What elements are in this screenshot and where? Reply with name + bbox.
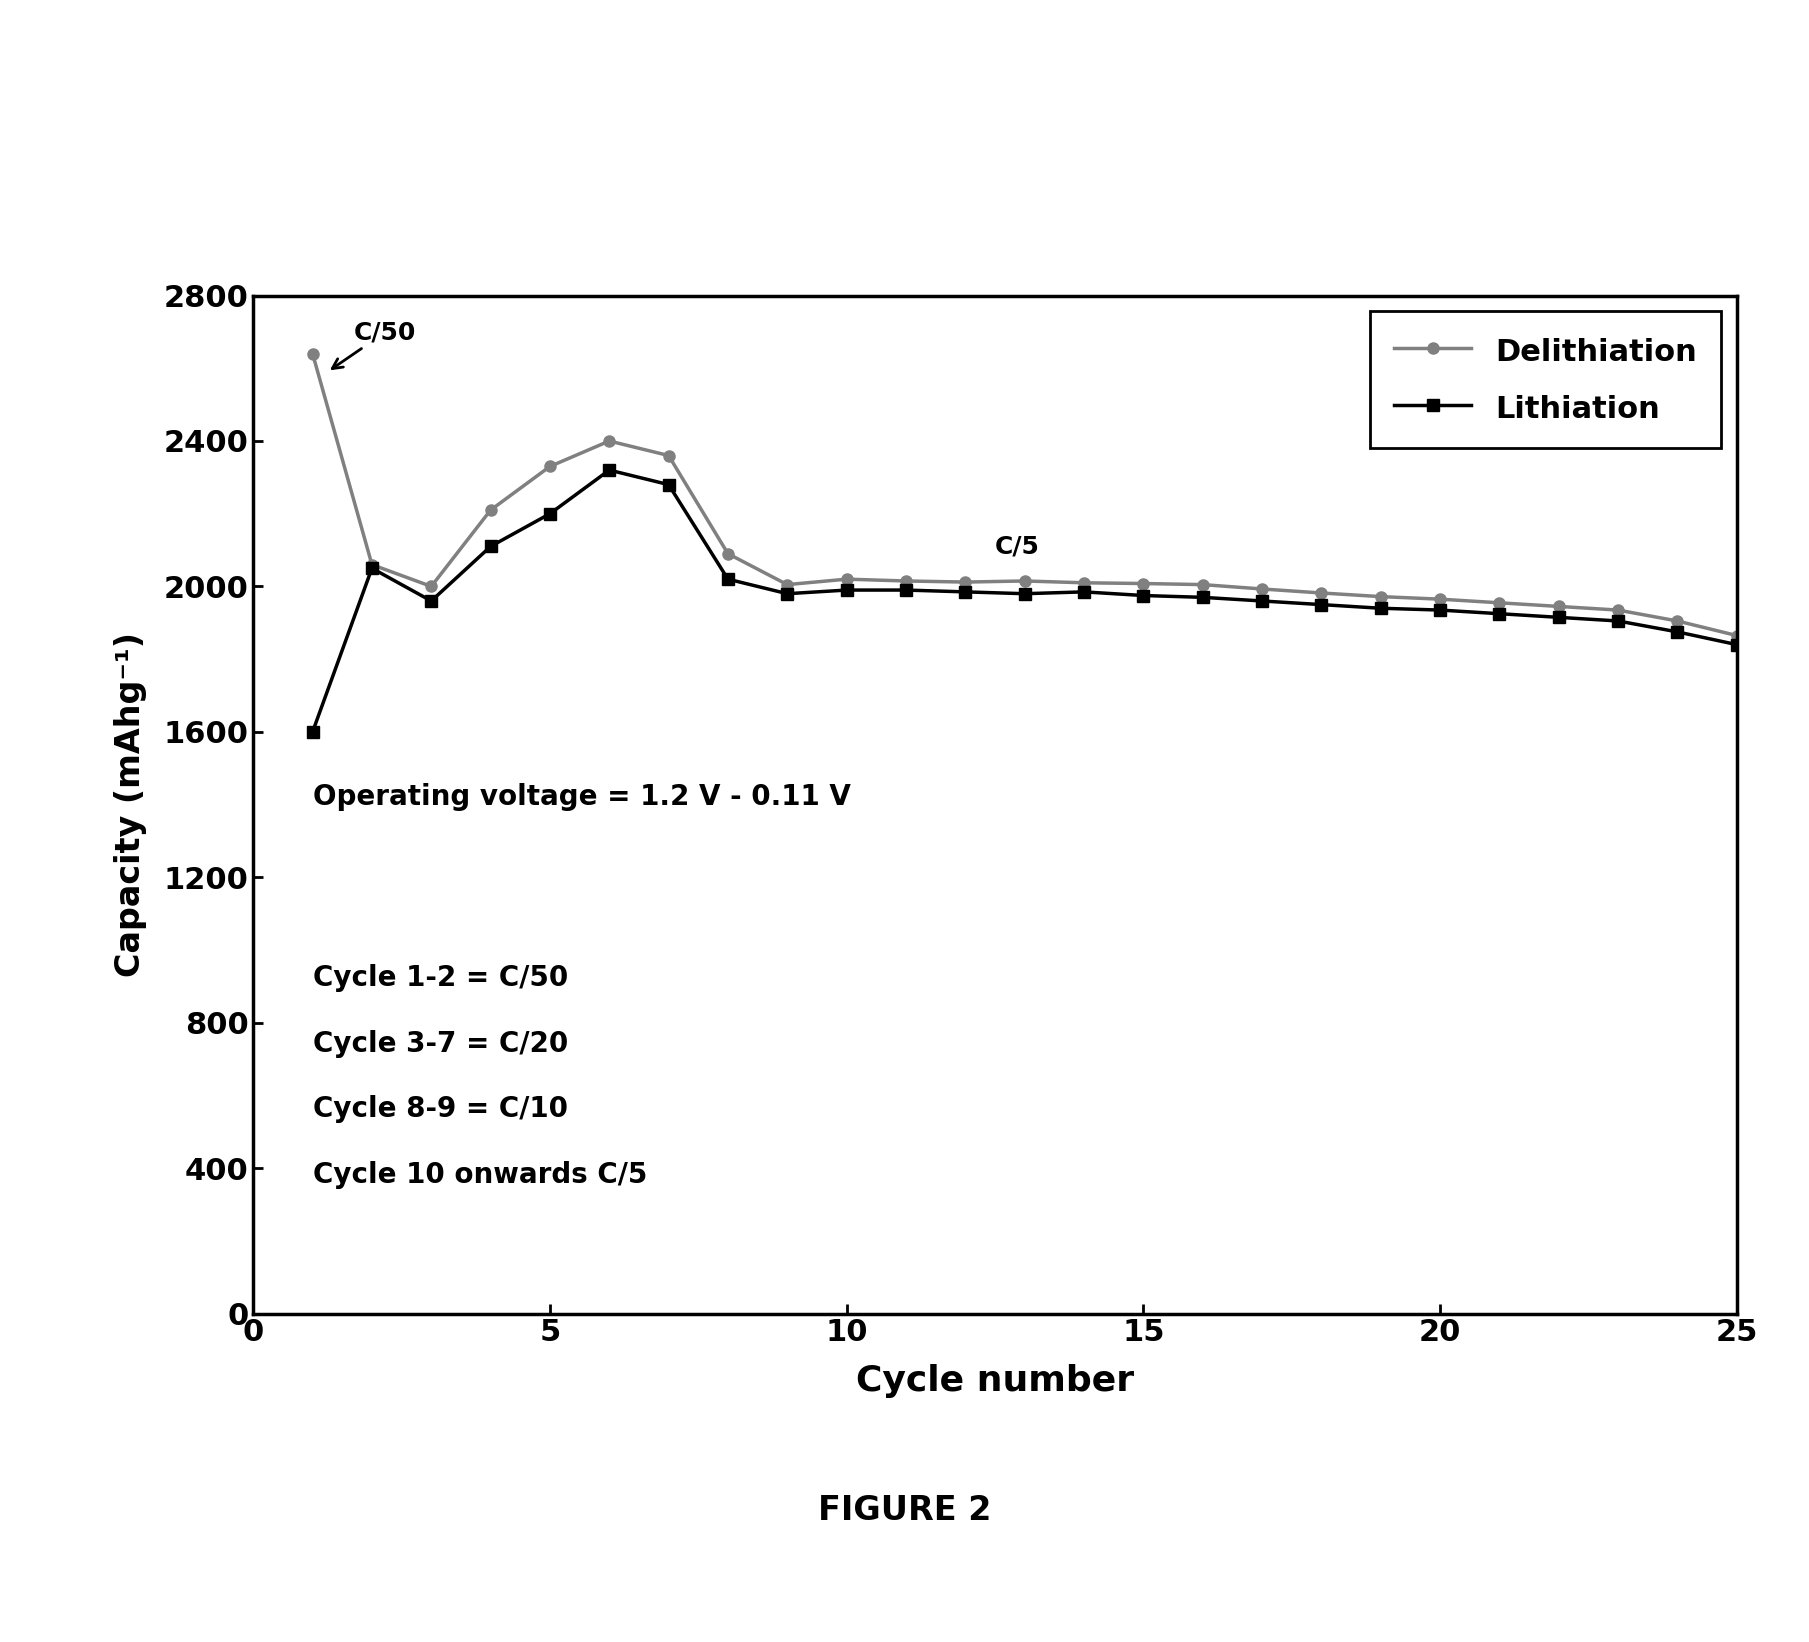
Lithiation [955, 581, 977, 601]
Lithiation [776, 585, 798, 604]
Delithiation [1606, 601, 1628, 621]
Delithiation [1549, 596, 1570, 616]
Lithiation [599, 460, 620, 479]
Delithiation [1666, 611, 1688, 631]
Lithiation [1073, 581, 1094, 601]
Delithiation [716, 544, 738, 563]
Delithiation [1429, 589, 1451, 609]
Delithiation [836, 570, 857, 589]
Delithiation [1489, 593, 1511, 612]
Lithiation [716, 570, 738, 589]
Line: Lithiation: Lithiation [308, 465, 1742, 737]
Text: Cycle 8-9 = C/10: Cycle 8-9 = C/10 [313, 1095, 568, 1123]
Delithiation [1369, 586, 1391, 606]
Lithiation [895, 580, 917, 599]
Lithiation [1369, 598, 1391, 617]
Delithiation [302, 343, 324, 363]
Lithiation [1666, 622, 1688, 642]
Delithiation [1310, 583, 1331, 603]
Delithiation [658, 445, 680, 465]
Lithiation [1013, 585, 1035, 604]
Lithiation [420, 591, 441, 611]
Delithiation [1073, 573, 1094, 593]
Delithiation [1192, 575, 1214, 594]
Delithiation [362, 555, 384, 575]
Delithiation [955, 571, 977, 591]
Delithiation [895, 571, 917, 591]
Lithiation [1606, 611, 1628, 631]
Delithiation [420, 576, 441, 596]
Lithiation [1252, 591, 1274, 611]
Delithiation [599, 432, 620, 452]
Delithiation [479, 501, 501, 521]
Delithiation [1252, 580, 1274, 599]
Lithiation [302, 722, 324, 742]
Lithiation [1726, 635, 1747, 655]
Text: Operating voltage = 1.2 V - 0.11 V: Operating voltage = 1.2 V - 0.11 V [313, 783, 850, 811]
Text: Cycle 3-7 = C/20: Cycle 3-7 = C/20 [313, 1030, 568, 1057]
Lithiation [836, 580, 857, 599]
Lithiation [479, 537, 501, 557]
Text: Cycle 10 onwards C/5: Cycle 10 onwards C/5 [313, 1161, 648, 1189]
Delithiation [1726, 626, 1747, 645]
Line: Delithiation: Delithiation [308, 348, 1742, 640]
Text: C/50: C/50 [333, 320, 416, 368]
Delithiation [539, 456, 561, 476]
Text: C/5: C/5 [995, 535, 1040, 558]
Lithiation [1132, 586, 1154, 606]
X-axis label: Cycle number: Cycle number [856, 1365, 1134, 1397]
Text: Cycle 1-2 = C/50: Cycle 1-2 = C/50 [313, 964, 568, 992]
Delithiation [776, 575, 798, 594]
Y-axis label: Capacity (mAhg⁻¹): Capacity (mAhg⁻¹) [114, 632, 147, 977]
Text: FIGURE 2: FIGURE 2 [818, 1494, 991, 1527]
Lithiation [1489, 604, 1511, 624]
Delithiation [1013, 571, 1035, 591]
Lithiation [1549, 608, 1570, 627]
Lithiation [1310, 594, 1331, 614]
Lithiation [539, 504, 561, 524]
Legend: Delithiation, Lithiation: Delithiation, Lithiation [1369, 310, 1722, 448]
Lithiation [362, 558, 384, 578]
Delithiation [1132, 573, 1154, 593]
Lithiation [1429, 601, 1451, 621]
Lithiation [658, 475, 680, 494]
Lithiation [1192, 588, 1214, 608]
